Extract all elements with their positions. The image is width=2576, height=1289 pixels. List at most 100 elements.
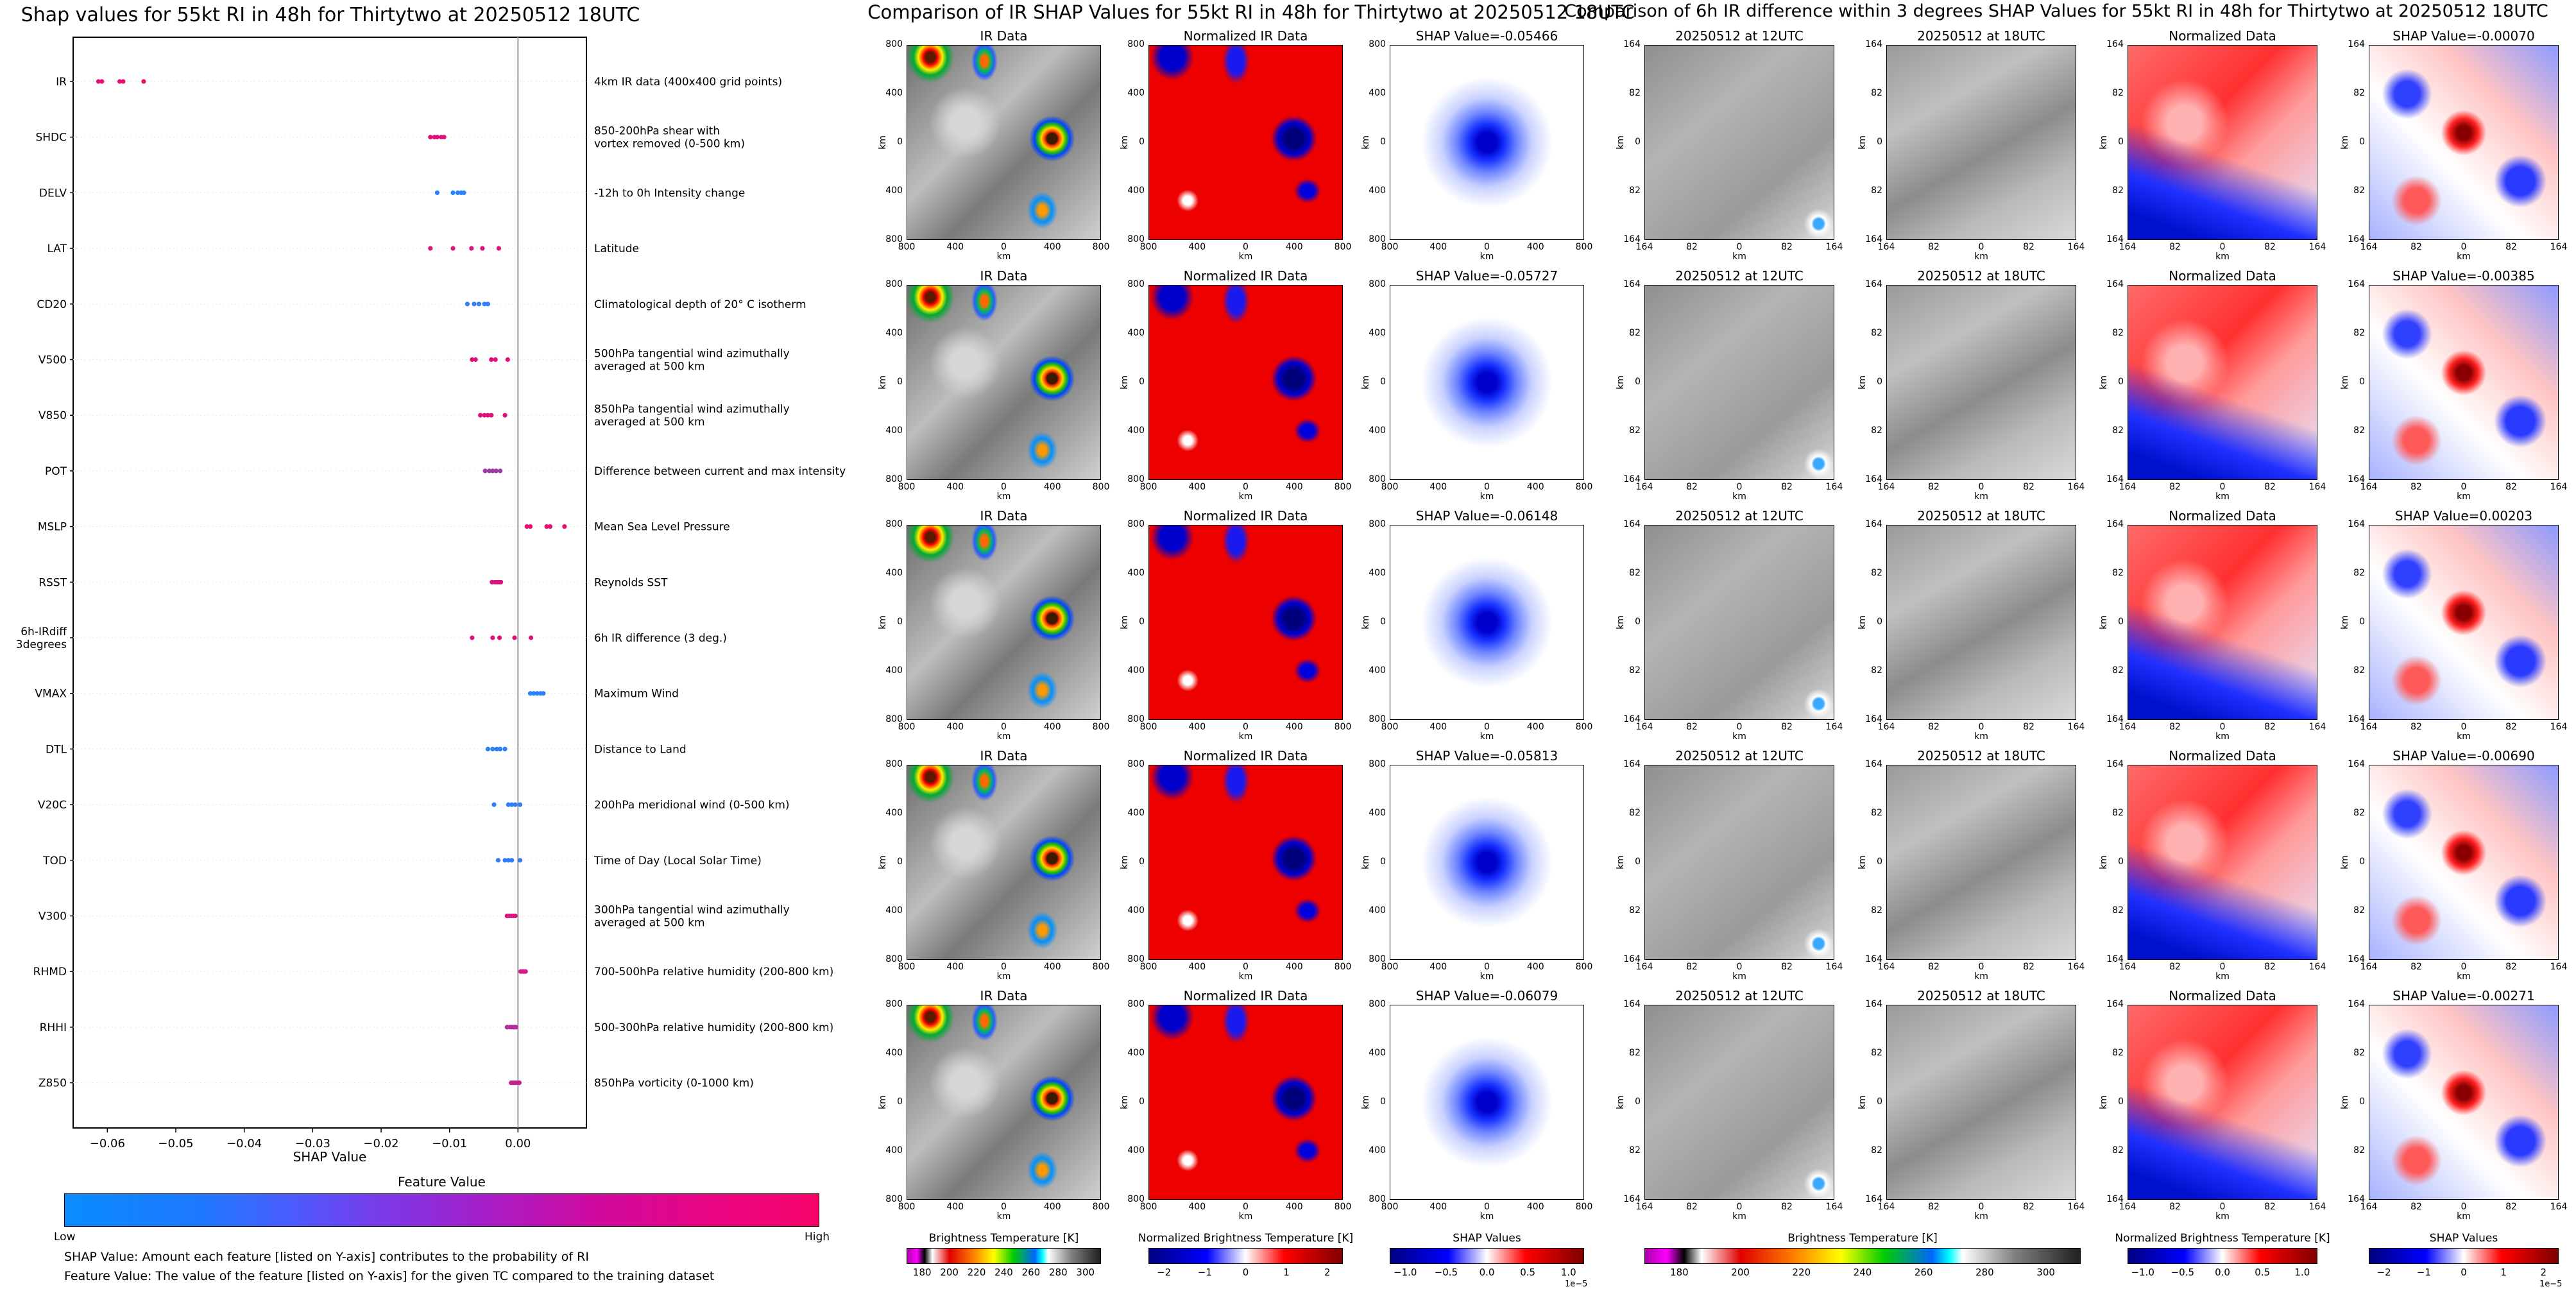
y-tick-label: 800 xyxy=(885,519,903,529)
y-tick-label: 164 xyxy=(1623,39,1641,49)
x-axis-label: km xyxy=(1238,731,1253,742)
x-tick-label: 164 xyxy=(2067,242,2085,252)
subplot-title: 20250512 at 18UTC xyxy=(1917,748,2045,764)
y-axis-label: km xyxy=(2098,135,2109,149)
colorbar-tick-label: 0.5 xyxy=(1520,1267,1536,1278)
x-tick-label: 82 xyxy=(1686,962,1698,972)
x-tick-label: 82 xyxy=(2410,722,2422,732)
x-tick-label: 164 xyxy=(1877,242,1895,252)
x-tick-label: 400 xyxy=(1429,722,1447,732)
subplot-title: 20250512 at 12UTC xyxy=(1675,28,1804,44)
y-tick-label: 0 xyxy=(2118,617,2124,627)
plot-frame xyxy=(73,37,587,1129)
y-tick-label: 400 xyxy=(1127,1048,1145,1058)
x-tick-label: 0 xyxy=(1001,722,1007,732)
shap-point xyxy=(497,635,502,640)
feature-description: 200hPa meridional wind (0-500 km) xyxy=(594,799,790,812)
colorbar-tick-label: −1 xyxy=(2416,1267,2431,1278)
x-axis-label: km xyxy=(2215,491,2230,502)
subplot-title: Normalized IR Data xyxy=(1183,268,1308,284)
y-tick-label: 400 xyxy=(1127,185,1145,196)
y-tick-label: 0 xyxy=(1877,137,1882,147)
shap-point xyxy=(455,190,461,195)
x-tick-label: 800 xyxy=(1139,482,1157,492)
shap-point xyxy=(512,635,517,640)
x-tick-label: 0 xyxy=(1978,722,1984,732)
colorbar-exponent: 1e−5 xyxy=(2539,1279,2563,1289)
subplot-title: SHAP Value=-0.06079 xyxy=(1415,988,1558,1003)
subplot-title: SHAP Value=-0.05466 xyxy=(1415,28,1558,44)
x-tick-label: −0.03 xyxy=(295,1137,330,1150)
x-tick-label: 82 xyxy=(2169,242,2181,252)
y-tick-label: 0 xyxy=(1877,1097,1882,1107)
y-axis-label: km xyxy=(1119,855,1130,869)
subplot-title: 20250512 at 12UTC xyxy=(1675,748,1804,764)
shap-point xyxy=(117,79,123,84)
y-axis-label: km xyxy=(2339,1095,2350,1109)
y-tick-label: 400 xyxy=(1369,1048,1386,1058)
y-tick-label: 164 xyxy=(2106,999,2124,1009)
x-axis-label: km xyxy=(2457,971,2471,982)
shap-point xyxy=(513,1025,518,1030)
y-tick-label: 82 xyxy=(2353,905,2365,916)
y-tick-label: 0 xyxy=(1380,617,1386,627)
feature-label: DTL xyxy=(46,743,67,756)
colorbar-tick-label: −1.0 xyxy=(2131,1267,2154,1278)
x-tick-label: 164 xyxy=(2308,722,2326,732)
x-tick-label: 0 xyxy=(2461,1202,2467,1212)
x-tick-label: 800 xyxy=(1092,722,1110,732)
x-tick-label: 800 xyxy=(1575,722,1593,732)
x-tick-label: 0 xyxy=(1001,1202,1007,1212)
shap-point xyxy=(121,79,126,84)
x-tick-label: 0 xyxy=(1484,242,1490,252)
subplot-title: IR Data xyxy=(980,508,1028,524)
colorbar-tick-label: 0.0 xyxy=(1479,1267,1495,1278)
shap-point xyxy=(141,79,146,84)
colorbar-tick-label: 280 xyxy=(1049,1267,1068,1278)
x-axis-label: km xyxy=(1480,252,1494,262)
y-tick-label: 164 xyxy=(1623,759,1641,769)
colorbar-tick-label: 1.0 xyxy=(2294,1267,2310,1278)
y-tick-label: 164 xyxy=(1865,279,1882,289)
x-tick-label: 164 xyxy=(2308,1202,2326,1212)
feature-description: 850hPa vorticity (0-1000 km) xyxy=(594,1077,754,1090)
ir-image xyxy=(907,45,1101,240)
gray2-image xyxy=(1886,765,2076,960)
feature-description: Time of Day (Local Solar Time) xyxy=(593,855,762,867)
x-tick-label: 800 xyxy=(1092,1202,1110,1212)
shap-point xyxy=(516,1080,522,1086)
shap-point xyxy=(499,579,504,585)
x-tick-label: 0 xyxy=(1243,962,1249,972)
x-tick-label: 164 xyxy=(2067,1202,2085,1212)
x-axis-label: km xyxy=(1732,731,1746,742)
y-tick-label: 164 xyxy=(2348,954,2365,964)
shap-point xyxy=(473,357,478,363)
colorbar-label: Brightness Temperature [K] xyxy=(928,1232,1079,1245)
x-tick-label: 0 xyxy=(1978,482,1984,492)
y-tick-label: 0 xyxy=(1877,857,1882,867)
feature-label: V300 xyxy=(38,910,67,923)
x-tick-label: 400 xyxy=(1526,242,1544,252)
diffnorm-image xyxy=(2128,765,2317,960)
x-tick-label: 800 xyxy=(1139,242,1157,252)
x-tick-label: 0 xyxy=(1484,482,1490,492)
image-subplot: Normalized Data 164 82 0 82 164 164 82 0 82 164 km k… xyxy=(2098,28,2326,262)
x-tick-label: 0 xyxy=(1736,482,1743,492)
x-tick-label: 800 xyxy=(1381,1202,1399,1212)
y-tick-label: 400 xyxy=(1369,568,1386,578)
subplot-title: 20250512 at 18UTC xyxy=(1917,988,2045,1003)
y-tick-label: 0 xyxy=(897,137,903,147)
x-axis-label: km xyxy=(2215,971,2230,982)
feature-description: -12h to 0h Intensity change xyxy=(594,187,745,200)
y-tick-label: 164 xyxy=(1865,39,1882,49)
shap-point xyxy=(513,913,518,919)
y-tick-label: 82 xyxy=(2353,425,2365,436)
x-tick-label: 82 xyxy=(2264,1202,2276,1212)
y-tick-label: 82 xyxy=(1629,1145,1641,1156)
y-tick-label: 164 xyxy=(1623,714,1641,724)
colorbar-tick-label: 260 xyxy=(1914,1267,1933,1278)
subplot-title: IR Data xyxy=(980,748,1028,764)
shap-point xyxy=(493,357,498,363)
gray2-image xyxy=(1886,1005,2076,1200)
x-tick-label: 0 xyxy=(1978,1202,1984,1212)
